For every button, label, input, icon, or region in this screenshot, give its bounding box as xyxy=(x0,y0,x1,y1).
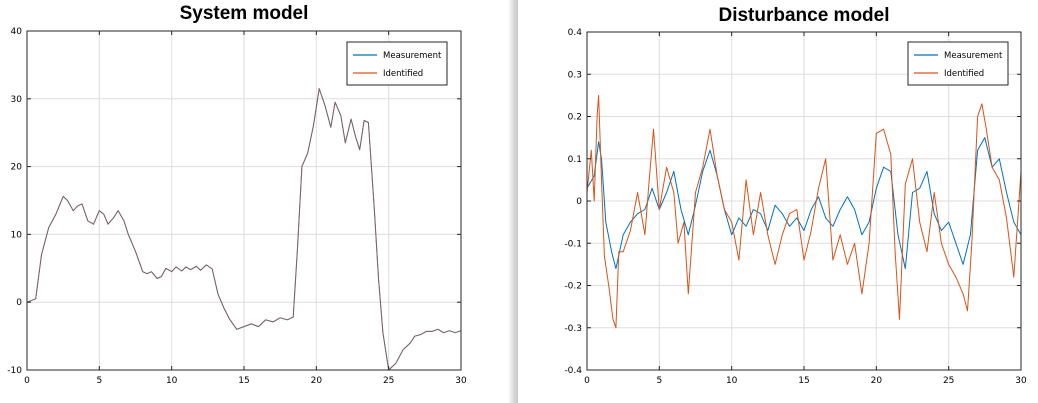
y-tick-label: 0.4 xyxy=(568,28,583,38)
y-tick-label: -0.2 xyxy=(564,282,582,292)
x-tick-label: 20 xyxy=(311,376,323,386)
legend: Measurement Identified xyxy=(907,41,1009,86)
legend-box xyxy=(907,41,1009,86)
y-tick-label: 30 xyxy=(11,95,23,105)
y-tick-label: 20 xyxy=(11,163,23,173)
x-tick-label: 30 xyxy=(1015,376,1027,386)
y-tick-label: 0.1 xyxy=(568,155,582,165)
x-tick-label: 0 xyxy=(24,376,30,386)
x-tick-label: 25 xyxy=(383,376,394,386)
legend-entry-identified: Identified xyxy=(944,69,984,79)
y-tick-label: -0.4 xyxy=(564,366,582,376)
series-line-identified xyxy=(26,88,462,371)
x-tick-label: 20 xyxy=(871,376,883,386)
legend-entry-measurement: Measurement xyxy=(383,51,442,61)
y-tick-label: 0 xyxy=(576,197,582,207)
legend-box xyxy=(346,41,448,86)
system-model-panel: 0 5 10 15 20 25 30 -10 0 10 20 30 40 System model Meas… xyxy=(0,0,512,403)
x-tick-label: 15 xyxy=(798,376,809,386)
x-tick-label: 30 xyxy=(455,376,467,386)
legend: Measurement Identified xyxy=(346,41,448,86)
y-tick-label: 0 xyxy=(16,298,22,308)
disturbance-model-chart: 0 5 10 15 20 25 30 -0.4 -0.3 -0.2 -0.1 0 0.1 0.2 0.3 0.… xyxy=(564,5,1027,386)
x-tick-label: 5 xyxy=(656,376,662,386)
y-tick-label: 40 xyxy=(11,27,23,37)
y-tick-label: -10 xyxy=(7,366,22,376)
x-tick-label: 25 xyxy=(943,376,954,386)
disturbance-model-panel: 0 5 10 15 20 25 30 -0.4 -0.3 -0.2 -0.1 0 0.1 0.2 0.3 0.… xyxy=(518,0,1038,403)
legend-entry-identified: Identified xyxy=(383,69,423,79)
x-tick-label: 10 xyxy=(726,376,738,386)
y-tick-label: 0.3 xyxy=(568,70,582,80)
x-tick-label: 5 xyxy=(96,376,102,386)
legend-entry-measurement: Measurement xyxy=(944,51,1003,61)
x-tick-label: 15 xyxy=(238,376,249,386)
chart-title: Disturbance model xyxy=(718,5,889,26)
y-tick-label: -0.1 xyxy=(564,239,582,249)
series-line-identified xyxy=(586,94,1022,329)
chart-title: System model xyxy=(180,3,309,24)
x-tick-label: 10 xyxy=(166,376,178,386)
y-tick-label: -0.3 xyxy=(564,324,582,334)
x-tick-label: 0 xyxy=(584,376,590,386)
window-divider xyxy=(508,0,518,403)
y-tick-label: 10 xyxy=(11,230,23,240)
y-tick-label: 0.2 xyxy=(568,113,582,123)
